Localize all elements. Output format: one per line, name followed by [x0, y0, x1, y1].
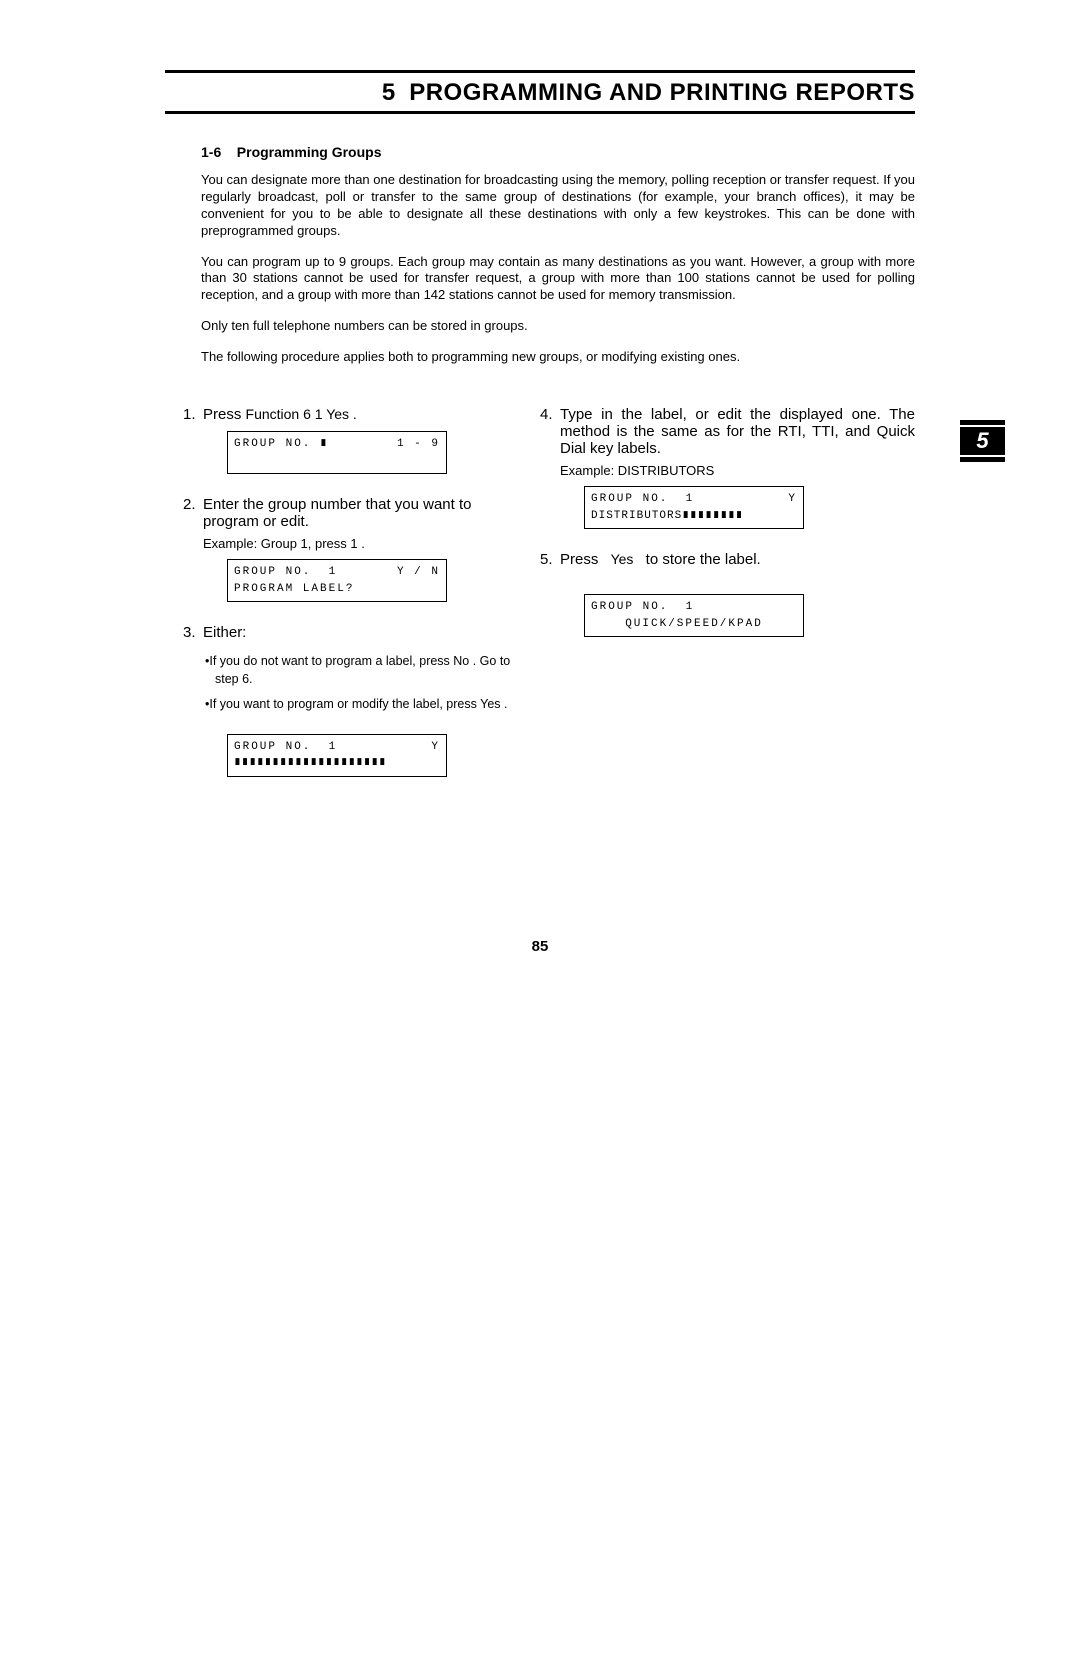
- chapter-title: PROGRAMMING AND PRINTING REPORTS: [409, 79, 915, 107]
- intro-paragraph-3: Only ten full telephone numbers can be s…: [201, 318, 915, 335]
- step-2-example: Example: Group 1, press 1 .: [203, 536, 520, 551]
- section-heading: 1-6 Programming Groups: [201, 144, 915, 160]
- lcd-display-5: GROUP NO. 1 QUICK/SPEED/KPAD: [584, 594, 804, 637]
- lcd-display-3: GROUP NO. 1 Y ∎∎∎∎∎∎∎∎∎∎∎∎∎∎∎∎∎∎∎∎: [227, 734, 447, 777]
- step-5-suffix: to store the label.: [646, 551, 761, 568]
- lcd-display-1: GROUP NO. ∎ 1 - 9: [227, 431, 447, 474]
- step-5: 5. Press Yes to store the label.: [540, 551, 915, 568]
- step-number: 1.: [183, 406, 203, 423]
- lcd4-right1: Y: [788, 491, 797, 508]
- chapter-header: 5 PROGRAMMING AND PRINTING REPORTS: [165, 79, 915, 107]
- step-text: Press Function 6 1 Yes .: [203, 406, 520, 423]
- lcd1-left: GROUP NO. ∎: [234, 436, 329, 453]
- step-2: 2. Enter the group number that you want …: [183, 496, 520, 530]
- lcd2-left2: PROGRAM LABEL?: [234, 581, 354, 598]
- step-text: Press Yes to store the label.: [560, 551, 915, 568]
- step-number: 5.: [540, 551, 560, 568]
- step-1: 1. Press Function 6 1 Yes .: [183, 406, 520, 423]
- intro-paragraph-1: You can designate more than one destinat…: [201, 172, 915, 240]
- right-column: 4. Type in the label, or edit the displa…: [540, 406, 915, 799]
- step-3-bullet-1: If you do not want to program a label, p…: [205, 653, 520, 688]
- step-number: 2.: [183, 496, 203, 530]
- lcd4-left1: GROUP NO. 1: [591, 491, 694, 508]
- lcd-display-4: GROUP NO. 1 Y DISTRIBUTORS∎∎∎∎∎∎∎∎: [584, 486, 804, 529]
- lcd-display-2: GROUP NO. 1 Y / N PROGRAM LABEL?: [227, 559, 447, 602]
- manual-page: 5 PROGRAMMING AND PRINTING REPORTS 1-6 P…: [0, 0, 1080, 1675]
- step-3: 3. Either:: [183, 624, 520, 641]
- lcd3-left1: GROUP NO. 1: [234, 739, 337, 756]
- bottom-rule: [165, 111, 915, 114]
- section-title: Programming Groups: [237, 144, 382, 160]
- lcd2-right1: Y / N: [397, 564, 440, 581]
- lcd3-left2: ∎∎∎∎∎∎∎∎∎∎∎∎∎∎∎∎∎∎∎∎: [234, 755, 386, 772]
- lcd1-right: 1 - 9: [397, 436, 440, 453]
- chapter-tab-label: 5: [976, 428, 988, 454]
- intro-paragraph-4: The following procedure applies both to …: [201, 349, 915, 366]
- step-5-prefix: Press: [560, 551, 598, 568]
- step-text: Either:: [203, 624, 520, 641]
- section-number: 1-6: [201, 144, 221, 160]
- lcd5-left1: GROUP NO. 1: [591, 599, 694, 616]
- step-1-prefix: Press: [203, 406, 241, 423]
- step-4: 4. Type in the label, or edit the displa…: [540, 406, 915, 457]
- step-text: Enter the group number that you want to …: [203, 496, 520, 530]
- left-column: 1. Press Function 6 1 Yes . GROUP NO. ∎ …: [165, 406, 540, 799]
- step-text: Type in the label, or edit the displayed…: [560, 406, 915, 457]
- page-number: 85: [0, 938, 1080, 955]
- lcd2-left1: GROUP NO. 1: [234, 564, 337, 581]
- step-number: 4.: [540, 406, 560, 457]
- chapter-number: 5: [382, 79, 395, 107]
- step-3-bullet-2: If you want to program or modify the lab…: [205, 696, 520, 714]
- step-4-example: Example: DISTRIBUTORS: [560, 463, 915, 478]
- lcd4-left2: DISTRIBUTORS∎∎∎∎∎∎∎∎: [591, 508, 743, 525]
- two-column-steps: 1. Press Function 6 1 Yes . GROUP NO. ∎ …: [165, 406, 915, 799]
- lcd5-left2: QUICK/SPEED/KPAD: [625, 616, 763, 633]
- step-1-keys: Function 6 1 Yes .: [246, 406, 357, 422]
- step-5-key: Yes: [611, 551, 634, 567]
- top-rule: [165, 70, 915, 73]
- step-number: 3.: [183, 624, 203, 641]
- lcd3-right1: Y: [431, 739, 440, 756]
- intro-paragraph-2: You can program up to 9 groups. Each gro…: [201, 254, 915, 305]
- chapter-tab: 5: [960, 420, 1005, 462]
